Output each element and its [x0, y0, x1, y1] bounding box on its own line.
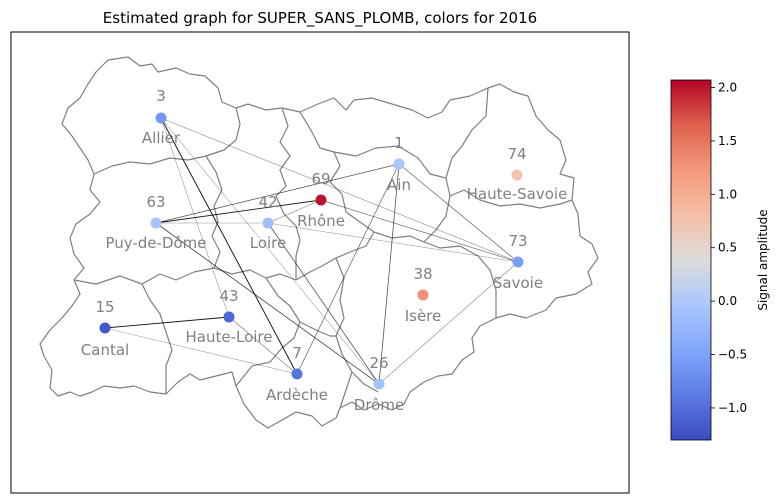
graph-node — [511, 169, 523, 181]
node-id-label: 1 — [394, 134, 404, 152]
graph-edge — [267, 222, 380, 385]
colorbar-tick-label: 1.5 — [718, 134, 737, 148]
node-name-label: Drôme — [354, 396, 404, 414]
chart-title: Estimated graph for SUPER_SANS_PLOMB, co… — [103, 9, 537, 28]
node-id-label: 63 — [146, 193, 165, 211]
colorbar-tick-label: −1.0 — [718, 401, 747, 415]
node-id-label: 15 — [95, 298, 114, 316]
node-name-label: Savoie — [493, 274, 543, 292]
border-loire-west — [205, 155, 223, 269]
graph-node — [373, 378, 385, 390]
border-cantal — [141, 283, 173, 394]
graph-edge — [296, 163, 400, 375]
border-allier — [93, 107, 241, 175]
border-south-puy — [73, 267, 297, 285]
graph-node — [512, 256, 524, 268]
graph-edge — [160, 117, 519, 263]
node-name-label: Ain — [387, 176, 411, 194]
node-name-label: Puy-de-Dôme — [105, 234, 206, 252]
graph-node — [291, 368, 303, 380]
graph-edge — [398, 163, 519, 263]
node-id-label: 43 — [219, 287, 238, 305]
plot-frame — [10, 31, 630, 494]
graph-edge — [104, 327, 298, 375]
node-name-label: Isère — [405, 307, 442, 325]
region-outline — [39, 56, 599, 429]
graph-edges — [104, 117, 519, 385]
region-map — [39, 56, 599, 429]
graph-edge — [155, 163, 400, 224]
node-id-label: 26 — [369, 354, 388, 372]
border-haute-loire — [235, 277, 301, 387]
graph-edge — [228, 316, 298, 375]
graph-nodes — [99, 112, 524, 390]
graph-edge — [155, 199, 322, 224]
node-name-label: Allier — [142, 129, 181, 147]
graph-node — [315, 194, 327, 206]
graph-node — [262, 217, 274, 229]
graph-node — [393, 158, 405, 170]
graph-edge — [378, 163, 400, 385]
node-id-label: 38 — [413, 265, 432, 283]
graph-node — [155, 112, 167, 124]
graph-node — [150, 217, 162, 229]
node-id-label: 74 — [507, 145, 526, 163]
node-name-label: Rhône — [297, 212, 345, 230]
node-name-label: Haute-Savoie — [467, 185, 568, 203]
colorbar-label: Signal amplitude — [756, 209, 770, 310]
colorbar-tick-label: 0.5 — [718, 241, 737, 255]
graph-edge — [104, 316, 230, 329]
colorbar-tick-label: 0.0 — [718, 294, 737, 308]
colorbar-tick-label: 2.0 — [718, 80, 737, 94]
graph-edge — [378, 261, 519, 385]
border-rhone-east — [295, 111, 375, 281]
node-id-label: 42 — [258, 193, 277, 211]
graph-node — [417, 289, 429, 301]
colorbar-tick-label: −0.5 — [718, 348, 747, 362]
graph-node — [223, 311, 235, 323]
node-id-label: 3 — [156, 87, 166, 105]
node-id-label: 7 — [292, 344, 302, 362]
node-name-label: Loire — [250, 234, 287, 252]
node-name-label: Cantal — [81, 341, 129, 359]
graph-edge — [155, 222, 380, 385]
colorbar-gradient — [670, 79, 712, 441]
graph-edge — [160, 117, 298, 375]
colorbar-tick-label: 1.0 — [718, 187, 737, 201]
graph-edge — [320, 199, 519, 263]
colorbar-ticks: 2.0 1.5 1.0 0.5 0.0 −0.5 −1.0 — [711, 80, 747, 415]
node-id-label: 73 — [508, 232, 527, 250]
border-drome — [299, 321, 353, 409]
colorbar: 2.0 1.5 1.0 0.5 0.0 −0.5 −1.0 Signal amplitude — [670, 79, 770, 441]
graph-node — [99, 322, 111, 334]
border-rhone-west — [275, 107, 301, 280]
node-name-label: Haute-Loire — [185, 328, 272, 346]
graph-edge — [267, 222, 519, 263]
border-ain — [333, 145, 451, 243]
node-name-label: Ardèche — [266, 386, 328, 404]
node-labels: 3 Allier 1 Ain 74 Haute-Savoie 69 Rhône 63 Puy-de… — [81, 87, 568, 414]
graph-edge — [267, 199, 322, 224]
graph-edge — [160, 117, 380, 385]
border-haute-savoie — [445, 87, 573, 209]
node-id-label: 69 — [311, 170, 330, 188]
